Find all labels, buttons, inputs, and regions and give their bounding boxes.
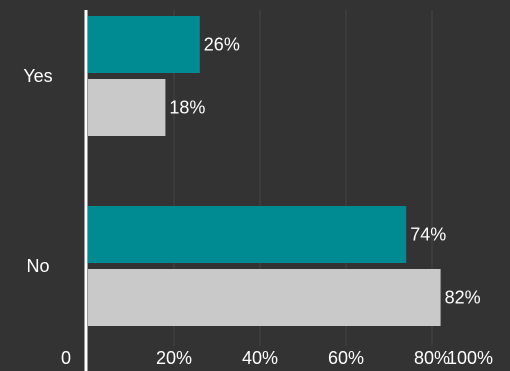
x-tick-label: 0: [61, 348, 71, 368]
data-label: 74%: [410, 225, 446, 245]
x-tick-label: 60%: [328, 348, 364, 368]
category-label: No: [26, 256, 49, 276]
data-labels: 26% 18% 74% 82%: [169, 35, 480, 308]
x-tick-label: 40%: [242, 348, 278, 368]
x-axis-tick-labels: 0 20% 40% 60% 80%100%: [61, 348, 493, 368]
data-label: 82%: [445, 288, 481, 308]
bar-no-series-2: [88, 269, 441, 326]
data-label: 26%: [204, 35, 240, 55]
x-tick-label: 100%: [447, 348, 493, 368]
category-labels: Yes No: [23, 66, 52, 276]
bars: [88, 16, 441, 326]
x-tick-label: 80%: [414, 348, 450, 368]
bar-yes-series-2: [88, 79, 166, 136]
category-label: Yes: [23, 66, 52, 86]
data-label: 18%: [169, 98, 205, 118]
x-tick-label: 20%: [156, 348, 192, 368]
bar-no-series-1: [88, 206, 407, 263]
bar-yes-series-1: [88, 16, 200, 73]
